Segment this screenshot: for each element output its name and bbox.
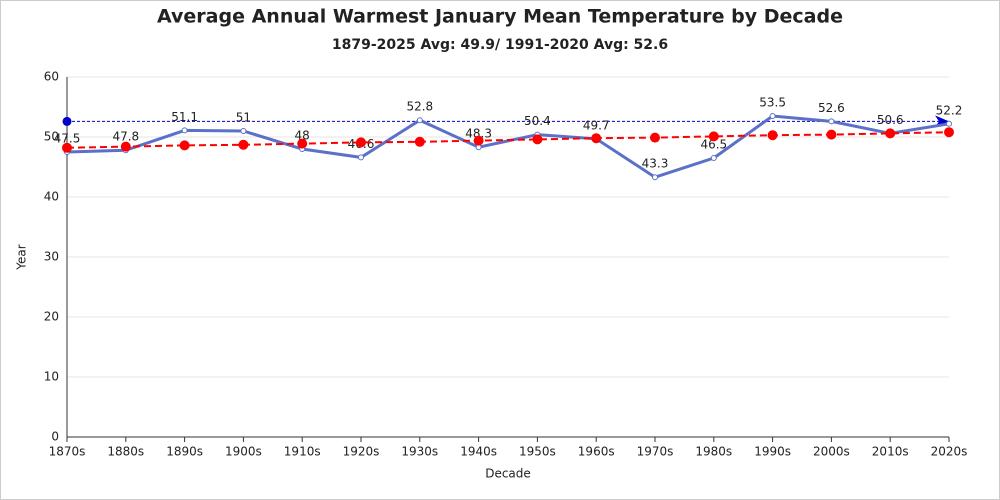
y-tick-label: 40 bbox=[44, 190, 59, 204]
trend-line bbox=[66, 131, 950, 149]
data-label: 47.5 bbox=[54, 132, 81, 146]
point bbox=[828, 118, 835, 125]
point bbox=[181, 127, 188, 134]
y-axis-label: Year bbox=[15, 244, 29, 270]
data-label: 48.3 bbox=[465, 127, 492, 141]
y-tick-label: 50 bbox=[44, 130, 59, 144]
data-label: 46.5 bbox=[700, 138, 727, 152]
data-label: 49.7 bbox=[583, 118, 610, 132]
point bbox=[473, 135, 484, 146]
x-tick-label: 1920s bbox=[343, 445, 380, 459]
point bbox=[297, 138, 308, 149]
chart-title: Average Annual Warmest January Mean Temp… bbox=[157, 6, 843, 28]
point bbox=[769, 113, 776, 119]
point bbox=[358, 154, 364, 161]
y-tick-label: 10 bbox=[44, 370, 59, 384]
point bbox=[708, 131, 719, 142]
point bbox=[885, 128, 896, 139]
data-label: 53.5 bbox=[759, 96, 786, 110]
y-tick-label: 30 bbox=[44, 250, 59, 264]
x-tick-label: 1970s bbox=[637, 445, 674, 459]
x-tick-label: 1870s bbox=[49, 445, 86, 459]
point bbox=[652, 174, 658, 181]
data-label: 52.6 bbox=[818, 101, 845, 115]
x-tick-label: 1960s bbox=[578, 445, 615, 459]
point bbox=[767, 130, 778, 141]
point bbox=[62, 142, 72, 153]
data-label: 51 bbox=[236, 111, 251, 125]
y-tick-label: 20 bbox=[44, 310, 59, 324]
x-tick-label: 1940s bbox=[460, 445, 497, 459]
x-axis-label: Decade bbox=[485, 467, 531, 481]
x-tick-label: 1930s bbox=[401, 445, 438, 459]
x-tick-label: 2020s bbox=[931, 445, 968, 459]
chart-subtitle: 1879-2025 Avg: 49.9/ 1991-2020 Avg: 52.6 bbox=[332, 37, 668, 53]
data-label: 51.1 bbox=[171, 110, 198, 124]
point bbox=[591, 133, 602, 144]
data-label: 48 bbox=[295, 129, 310, 143]
data-label: 50.4 bbox=[524, 114, 551, 128]
point bbox=[532, 134, 543, 145]
point bbox=[944, 127, 954, 138]
data-label: 43.3 bbox=[642, 157, 669, 171]
x-tick-label: 1890s bbox=[166, 445, 203, 459]
data-label: 47.8 bbox=[112, 130, 139, 144]
x-tick-label: 1910s bbox=[284, 445, 321, 459]
reference-start bbox=[62, 116, 72, 126]
point bbox=[240, 128, 247, 134]
x-tick-label: 1880s bbox=[107, 445, 144, 459]
point bbox=[238, 139, 249, 150]
point bbox=[826, 129, 837, 140]
x-tick-label: 1990s bbox=[754, 445, 791, 459]
point bbox=[179, 140, 190, 151]
y-tick-label: 0 bbox=[51, 430, 59, 444]
point bbox=[710, 155, 717, 161]
x-tick-label: 1980s bbox=[695, 445, 732, 459]
x-tick-label: 2000s bbox=[813, 445, 850, 459]
point bbox=[414, 136, 425, 147]
data-label: 52.8 bbox=[406, 100, 433, 114]
data-label: 50.6 bbox=[877, 113, 904, 127]
y-tick-label: 60 bbox=[44, 70, 59, 84]
data-label: 52.2 bbox=[936, 103, 963, 117]
x-tick-label: 2010s bbox=[872, 445, 909, 459]
point bbox=[650, 132, 660, 143]
point bbox=[356, 137, 366, 148]
point bbox=[120, 141, 131, 152]
x-tick-label: 1900s bbox=[225, 445, 262, 459]
point bbox=[416, 117, 423, 124]
x-tick-label: 1950s bbox=[519, 445, 556, 459]
point bbox=[946, 120, 952, 127]
